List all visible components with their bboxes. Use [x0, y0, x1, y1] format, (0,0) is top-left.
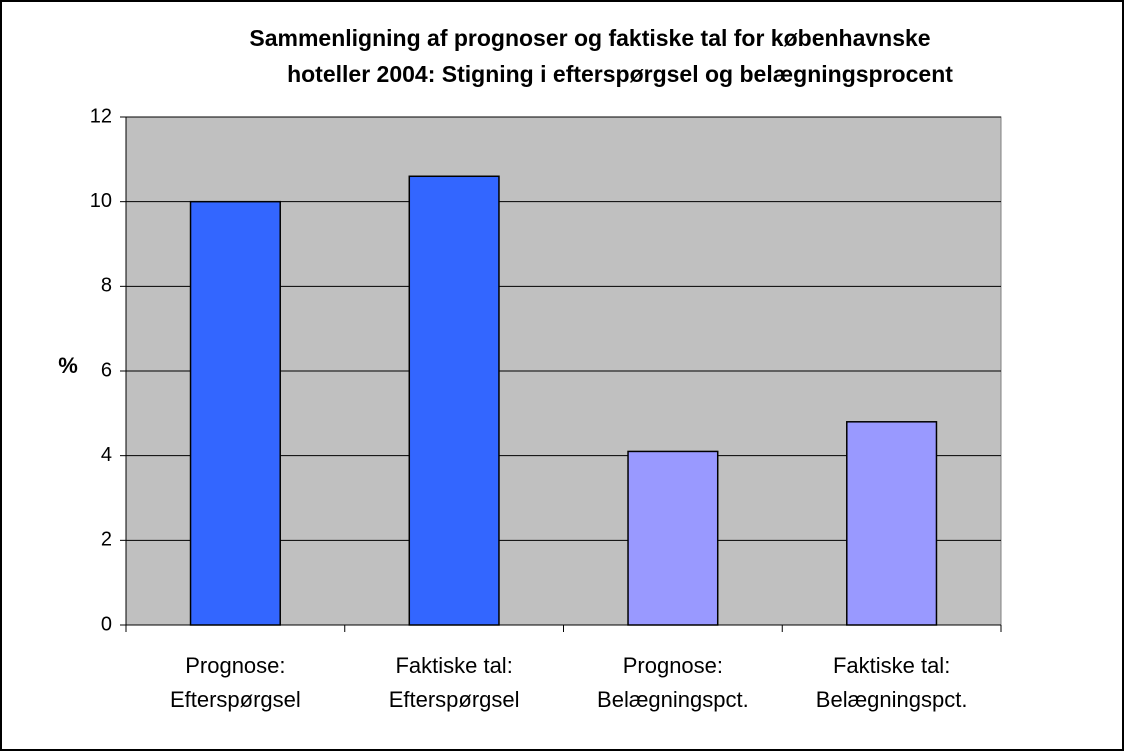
y-tick-label: 10 [90, 190, 112, 212]
bar [408, 175, 500, 626]
y-tick-label: 8 [101, 275, 112, 297]
bar [846, 421, 938, 626]
x-tick-label: Efterspørgsel [389, 687, 520, 712]
bar [189, 200, 281, 626]
chart-title: hoteller 2004: Stigning i efterspørgsel … [287, 61, 953, 87]
y-tick-label: 12 [90, 105, 112, 127]
y-tick-label: 2 [101, 529, 112, 551]
x-tick-label: Faktiske tal: [395, 653, 512, 678]
y-tick-label: 4 [101, 444, 112, 466]
x-tick-label: Belægningspct. [597, 687, 749, 712]
y-tick-label: 6 [101, 359, 112, 381]
y-axis-label: % [58, 353, 78, 378]
x-tick-label: Efterspørgsel [170, 687, 301, 712]
x-tick-label: Faktiske tal: [833, 653, 950, 678]
x-tick-label: Prognose: [623, 653, 723, 678]
bar [627, 450, 719, 626]
x-tick-label: Belægningspct. [816, 687, 968, 712]
y-tick-label: 0 [101, 613, 112, 635]
chart-title: Sammenligning af prognoser og faktiske t… [249, 25, 930, 51]
x-tick-label: Prognose: [185, 653, 285, 678]
